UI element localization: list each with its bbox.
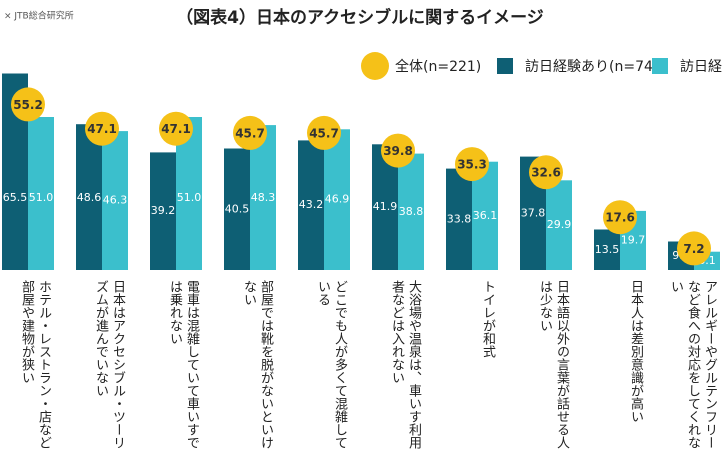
legend-label: 全体(n=221): [395, 58, 481, 75]
total-value-label: 17.6: [605, 211, 635, 225]
total-value-label: 45.7: [235, 126, 265, 140]
category-label: アレルギーやグルテンフリーなど食への対応をしてくれない: [668, 280, 717, 449]
category-label: 大浴場や温泉は、車いす利用者などは入れない: [389, 280, 421, 449]
category-label: トイレが和式: [480, 280, 495, 358]
category-label: 日本はアクセシブル・ツーリズムが進んでいない: [93, 280, 125, 449]
bar: [102, 131, 128, 270]
bar-value-label: 36.1: [473, 209, 498, 222]
total-value-label: 47.1: [87, 122, 117, 136]
bar-value-label: 51.0: [177, 191, 202, 204]
bar-value-label: 13.5: [595, 243, 620, 256]
legend-marker: [361, 52, 389, 80]
total-marker: [603, 200, 637, 235]
total-value-label: 7.2: [683, 242, 704, 256]
total-value-label: 47.1: [161, 122, 191, 136]
bar-value-label: 48.6: [77, 191, 102, 204]
bar: [398, 153, 424, 270]
category-label: どこでも人が多くて混雑している: [315, 280, 347, 449]
bar: [28, 117, 54, 270]
total-marker: [307, 115, 341, 150]
total-marker: [159, 111, 193, 146]
bar: [324, 129, 350, 270]
total-marker: [85, 111, 119, 146]
bar-value-label: 29.9: [547, 218, 572, 231]
bar: [546, 180, 572, 270]
total-marker: [11, 87, 45, 122]
bar-value-label: 41.9: [373, 200, 398, 213]
legend-marker: [497, 58, 513, 74]
total-value-label: 45.7: [309, 126, 339, 140]
bar: [224, 148, 250, 270]
bar: [298, 140, 324, 270]
bar-value-label: 33.8: [447, 212, 472, 225]
bar: [594, 229, 620, 270]
legend-label: 訪日経験あり(n=74): [525, 59, 658, 75]
bar-value-label: 37.8: [521, 206, 546, 219]
bar: [76, 124, 102, 270]
bar-value-label: 39.2: [151, 204, 176, 217]
bar-value-label: 19.7: [621, 233, 646, 246]
category-label: 日本人は差別意識が高い: [628, 280, 643, 423]
total-marker: [381, 133, 415, 168]
bar-value-label: 40.5: [225, 202, 250, 215]
bar-value-label: 43.2: [299, 198, 324, 211]
bar-value-label: 51.0: [29, 191, 54, 204]
source: × JTB総合研究所: [4, 10, 74, 22]
total-marker: [455, 147, 489, 182]
bar-value-label: 46.3: [103, 194, 128, 207]
bar-value-label: 46.9: [325, 193, 350, 206]
total-value-label: 55.2: [13, 98, 43, 112]
chart-title: （図表4）日本のアクセシブルに関するイメージ: [176, 7, 544, 28]
total-value-label: 35.3: [457, 158, 487, 172]
bar: [446, 168, 472, 270]
bar-value-label: 48.3: [251, 191, 276, 204]
category-label: 電車は混雑していて車いすでは乗れない: [167, 280, 199, 449]
total-marker: [233, 115, 267, 150]
bar-value-label: 38.8: [399, 205, 424, 218]
legend-label: 訪日経: [680, 59, 722, 75]
legend-marker: [652, 58, 668, 74]
category-label: ホテル・レストラン・店など部屋や建物が狭い: [19, 280, 51, 449]
total-marker: [677, 231, 711, 266]
total-value-label: 39.8: [383, 144, 413, 158]
total-marker: [529, 155, 563, 190]
bar-value-label: 65.5: [3, 191, 28, 204]
category-label: 部屋では靴を脱がないといけない: [241, 280, 273, 449]
total-value-label: 32.6: [531, 166, 561, 180]
category-label: 日本語以外の言葉が話せる人は少ない: [537, 280, 569, 449]
bar: [150, 152, 176, 270]
